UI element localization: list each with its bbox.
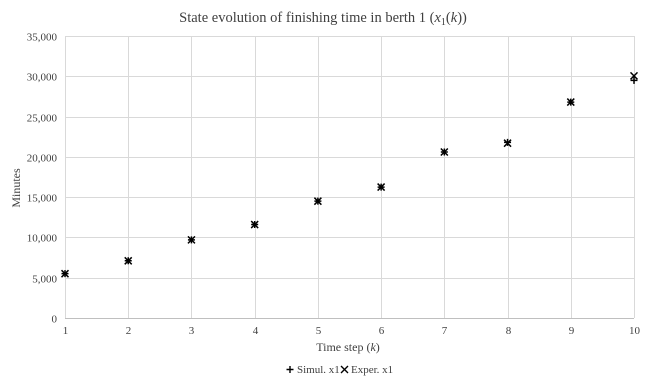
data-points	[60, 71, 639, 278]
legend: Simul. x1 Exper. x1	[286, 364, 393, 376]
exper-point-marker	[250, 220, 259, 229]
x-tick-label: 3	[189, 325, 195, 337]
x-tick-label: 8	[506, 325, 512, 337]
legend-label-exper: Exper. x1	[351, 364, 393, 376]
x-tick-label: 4	[253, 325, 259, 337]
y-tick-label: 35,000	[27, 32, 58, 44]
x-tick-label: 9	[569, 325, 575, 337]
x-tick-label: 1	[63, 325, 69, 337]
chart-title-arg: k	[451, 10, 458, 26]
x-tick-label: 10	[629, 325, 641, 337]
exper-point-marker	[60, 269, 70, 278]
x-axis-title-suffix: )	[376, 340, 380, 354]
y-tick-label: 20,000	[27, 153, 58, 165]
y-tick-label: 5,000	[32, 274, 57, 286]
exper-point-marker	[440, 147, 449, 157]
legend-item-simul: Simul. x1	[286, 364, 340, 376]
exper-point-marker	[313, 197, 322, 206]
exper-point-marker	[377, 183, 386, 192]
exper-point-marker	[124, 256, 133, 265]
x-tick-label: 6	[379, 325, 385, 337]
y-tick-label: 25,000	[27, 113, 58, 125]
x-tick-label: 5	[316, 325, 322, 337]
y-axis-title: Minutes	[9, 168, 23, 208]
y-tick-label: 10,000	[27, 233, 58, 245]
simul-point-marker	[630, 76, 638, 84]
chart-title-subscript: 1	[441, 17, 446, 28]
exper-point-marker	[629, 71, 639, 80]
x-axis-title-var: k	[370, 340, 376, 354]
legend-cross-marker	[340, 365, 349, 374]
chart-title-var: x	[433, 10, 441, 26]
y-tick-label: 0	[52, 314, 58, 326]
chart-title: State evolution of finishing time in ber…	[179, 10, 467, 28]
exper-point-marker	[503, 139, 512, 148]
legend-plus-marker	[286, 366, 294, 373]
exper-point-marker	[187, 235, 196, 244]
tick-labels: 0 5,000 10,000 15,000 20,000 25,000 30,000 35,0…	[27, 32, 641, 338]
y-tick-label: 30,000	[27, 72, 58, 84]
gridlines	[65, 36, 635, 318]
exper-point-marker	[566, 98, 575, 107]
x-axis-title-text: Time step (	[316, 340, 370, 354]
legend-item-exper: Exper. x1	[340, 364, 393, 376]
chart-title-paren: (	[446, 10, 451, 26]
x-tick-label: 7	[442, 325, 448, 337]
chart-title-suffix: ))	[457, 10, 467, 26]
y-tick-label: 15,000	[27, 193, 58, 205]
x-tick-label: 2	[126, 325, 132, 337]
x-axis-title: Time step (k)	[316, 340, 380, 354]
chart-title-text: State evolution of finishing time in ber…	[179, 10, 434, 26]
legend-label-simul: Simul. x1	[297, 364, 340, 376]
